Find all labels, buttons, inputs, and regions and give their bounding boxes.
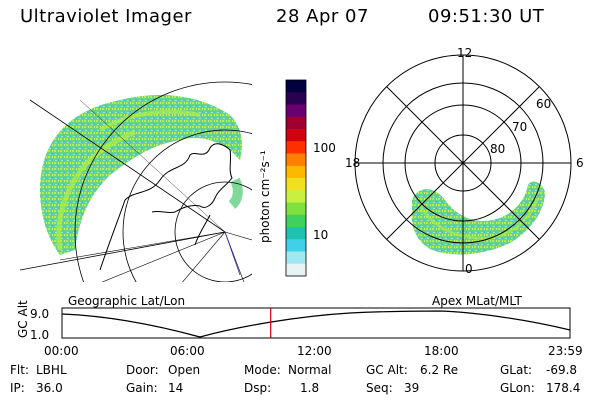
mode-label: Mode:	[244, 363, 281, 377]
door-value: Open	[168, 363, 201, 377]
lat-label-60: 60	[536, 97, 552, 111]
colorbar-unit-label: photon cm⁻²s⁻¹	[258, 150, 272, 243]
altitude-curve	[61, 310, 571, 338]
door-label: Door:	[126, 363, 159, 377]
gain-value: 14	[168, 381, 184, 395]
colorbar-swatch	[286, 263, 306, 277]
colorbar-swatch	[286, 214, 306, 228]
mlt-label-12: 12	[457, 46, 473, 60]
color-bar	[285, 79, 307, 277]
timeline-ytick-9: 9.0	[30, 307, 50, 321]
seq-value: 39	[404, 381, 420, 395]
colorbar-swatch	[286, 116, 306, 130]
colorbar-swatch	[286, 239, 306, 252]
timeline-xtick-1200: 12:00	[297, 344, 332, 358]
coastline	[99, 143, 233, 271]
date-label: 28 Apr 07	[276, 6, 369, 27]
mlt-label-18: 18	[345, 156, 361, 170]
dsp-label: Dsp:	[244, 381, 272, 395]
glon-label: GLon:	[500, 381, 535, 395]
colorbar-swatch	[286, 202, 306, 216]
gain-label: Gain:	[126, 381, 158, 395]
dsp-value: 1.8	[300, 381, 320, 395]
colorbar-tick-10: 10	[313, 228, 329, 242]
aurora-oval-left	[40, 95, 242, 255]
colorbar-swatch	[286, 227, 306, 240]
timeline-xtick-0600: 06:00	[170, 344, 205, 358]
lat-label-80: 80	[490, 142, 506, 156]
timeline-xtick-0000: 00:00	[44, 344, 79, 358]
colorbar-swatch	[286, 190, 306, 203]
colorbar-swatch	[286, 153, 306, 167]
mlt-label-6: 6	[576, 156, 584, 170]
timeline-xtick-2359: 23:59	[548, 344, 583, 358]
glat-label: GLat:	[500, 363, 533, 377]
colorbar-swatch	[286, 141, 306, 154]
colorbar-swatch	[286, 92, 306, 105]
colorbar-swatch	[286, 165, 306, 179]
ip-value: 36.0	[36, 381, 63, 395]
mode-value: Normal	[288, 363, 332, 377]
apex-polar-plot	[354, 54, 572, 272]
glon-value: 178.4	[546, 381, 581, 395]
timeline-axis-label: GC Alt	[16, 300, 30, 338]
timeline-xtick-1800: 18:00	[424, 344, 459, 358]
colorbar-swatch	[286, 104, 306, 118]
instrument-title: Ultraviolet Imager	[20, 6, 192, 27]
geographic-label: Geographic Lat/Lon	[68, 294, 186, 308]
gcalt-value: 6.2 Re	[420, 363, 459, 377]
timeline-plot	[61, 307, 571, 339]
flt-value: LBHL	[36, 363, 67, 377]
gcalt-label: GC Alt:	[366, 363, 408, 377]
timeline-ytick-1: 1.0	[30, 328, 50, 342]
apex-label: Apex MLat/MLT	[432, 294, 522, 308]
colorbar-swatch	[286, 80, 306, 93]
colorbar-swatch	[286, 178, 306, 191]
ip-label: IP:	[10, 381, 25, 395]
colorbar-frame	[285, 79, 307, 277]
colorbar-swatch	[286, 251, 306, 265]
seq-label: Seq:	[366, 381, 393, 395]
colorbar-tick-100: 100	[313, 141, 336, 155]
lat-label-70: 70	[512, 120, 528, 134]
geographic-map	[20, 81, 252, 282]
glat-value: -69.8	[546, 363, 578, 377]
colorbar-swatch	[286, 129, 306, 142]
flt-label: Flt:	[10, 363, 29, 377]
mlt-label-0: 0	[465, 262, 473, 276]
aurora-oval-right	[411, 181, 545, 255]
time-label: 09:51:30 UT	[428, 6, 545, 27]
